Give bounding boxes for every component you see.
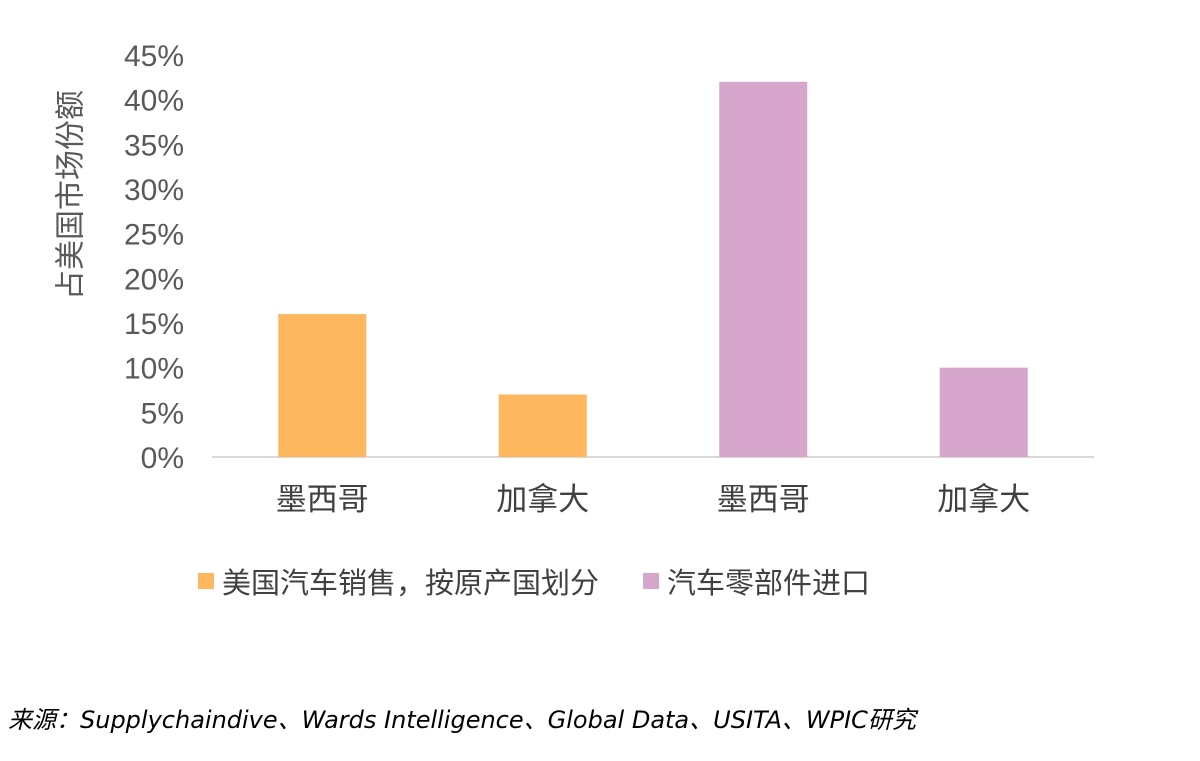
category-labels: 墨西哥 加拿大 墨西哥 加拿大 (276, 482, 1031, 518)
source-note: 来源：Supplychaindive、Wards Intelligence、Gl… (8, 706, 916, 734)
legend-label-sales: 美国汽车销售，按原产国划分 (222, 566, 600, 600)
y-tick-label: 5% (141, 397, 184, 430)
category-label: 加拿大 (496, 482, 589, 518)
category-label: 墨西哥 (276, 482, 369, 518)
y-axis-label: 占美国市场份额 (54, 90, 89, 300)
bar-sales-1 (498, 394, 587, 457)
legend-item-sales: 美国汽车销售，按原产国划分 (198, 560, 599, 602)
bar-parts-2 (719, 81, 808, 458)
bars (278, 81, 1028, 458)
y-tick-label: 40% (124, 85, 184, 118)
bar-parts-3 (939, 367, 1028, 457)
category-label: 墨西哥 (717, 482, 810, 518)
y-tick-label: 0% (141, 442, 184, 475)
y-tick-label: 35% (124, 129, 184, 162)
legend-swatch-sales (198, 573, 214, 589)
legend: 美国汽车销售，按原产国划分 汽车零部件进口 (198, 560, 914, 602)
bar-sales-0 (278, 314, 367, 457)
legend-item-parts: 汽车零部件进口 (643, 560, 870, 602)
legend-swatch-parts (643, 573, 660, 589)
y-tick-label: 25% (124, 219, 184, 252)
legend-label-parts: 汽车零部件进口 (667, 566, 871, 600)
y-tick-label: 30% (124, 174, 184, 207)
y-tick-label: 15% (124, 308, 184, 341)
y-tick-label: 45% (124, 40, 184, 73)
y-tick-label: 20% (124, 263, 184, 296)
y-tick-label: 10% (124, 353, 184, 386)
y-axis-ticks: 0% 5% 10% 15% 20% 25% 30% 35% 40% 45% (124, 40, 184, 475)
category-label: 加拿大 (937, 482, 1030, 518)
